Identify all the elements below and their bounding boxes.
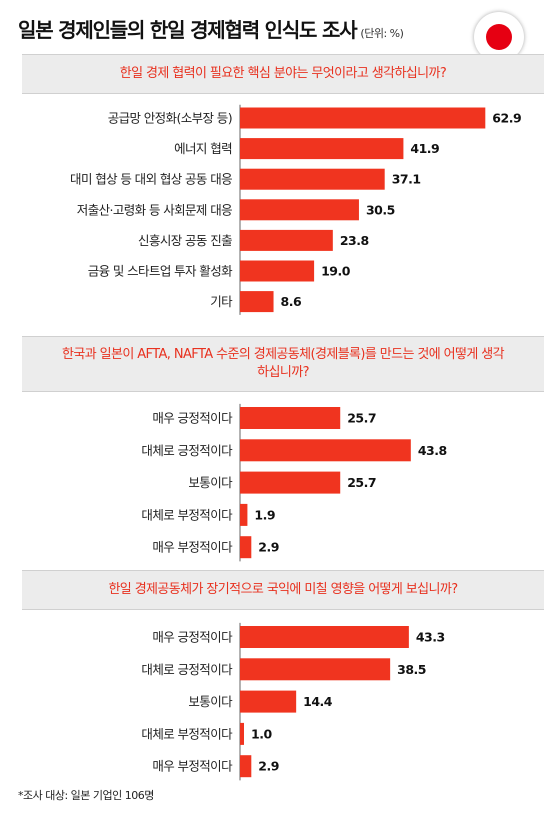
question-box-3: 한일 경제공동체가 장기적으로 국익에 미칠 영향을 어떻게 보십니까?	[22, 570, 544, 610]
bar	[240, 407, 341, 429]
bar	[240, 722, 244, 745]
category-label: 신흥시장 공동 진출	[138, 233, 232, 248]
category-label: 공급망 안정화(소부장 등)	[108, 111, 232, 126]
bar	[240, 503, 248, 526]
value-label: 43.8	[418, 443, 447, 458]
bar	[240, 260, 315, 282]
bar	[240, 138, 404, 160]
value-label: 2.9	[258, 759, 279, 774]
value-label: 23.8	[340, 233, 369, 248]
value-label: 30.5	[366, 202, 395, 217]
chart-title: 일본 경제인들의 한일 경제협력 인식도 조사 (단위: %)	[18, 18, 404, 42]
value-label: 41.9	[410, 141, 439, 156]
bar	[240, 626, 409, 648]
unit-label: (단위: %)	[360, 27, 404, 40]
bar	[240, 755, 252, 778]
bar	[240, 439, 411, 462]
value-label: 19.0	[321, 264, 351, 279]
category-label: 보통이다	[188, 694, 233, 709]
category-label: 에너지 협력	[174, 141, 232, 156]
value-label: 14.4	[303, 694, 333, 709]
category-label: 대체로 긍정적이다	[141, 443, 233, 458]
value-label: 25.7	[347, 475, 376, 490]
bar	[240, 107, 486, 129]
category-label: 금융 및 스타트업 투자 활성화	[88, 264, 233, 279]
category-label: 매우 긍정적이다	[152, 411, 233, 426]
category-label: 저출산·고령화 등 사회문제 대응	[77, 202, 232, 217]
category-label: 매우 부정적이다	[152, 540, 233, 555]
bar	[240, 199, 359, 221]
bar	[240, 658, 391, 681]
value-label: 43.3	[416, 630, 445, 645]
question-3-text: 한일 경제공동체가 장기적으로 국익에 미칠 영향을 어떻게 보십니까?	[108, 582, 458, 597]
value-label: 1.0	[251, 726, 272, 741]
category-label: 매우 부정적이다	[152, 759, 233, 774]
bar	[240, 690, 297, 713]
bar	[240, 471, 341, 494]
category-label: 대체로 긍정적이다	[141, 662, 233, 677]
question-1-text: 한일 경제 협력이 필요한 핵심 분야는 무엇이라고 생각하십니까?	[119, 66, 447, 81]
flag-red-circle	[486, 24, 512, 50]
category-label: 대미 협상 등 대외 협상 공동 대응	[70, 172, 232, 187]
bar	[240, 168, 385, 190]
category-label: 대체로 부정적이다	[141, 507, 233, 522]
value-label: 38.5	[397, 662, 426, 677]
question-2-text: 한국과 일본이 AFTA, NAFTA 수준의 경제공동체(경제블록)를 만드는…	[62, 347, 505, 380]
bar	[240, 291, 274, 313]
japan-flag-icon	[474, 12, 524, 62]
question-box-2: 한국과 일본이 AFTA, NAFTA 수준의 경제공동체(경제블록)를 만드는…	[22, 336, 544, 392]
value-label: 2.9	[258, 540, 279, 555]
bar	[240, 536, 252, 559]
bar	[240, 229, 333, 251]
header: 일본 경제인들의 한일 경제협력 인식도 조사 (단위: %)	[0, 0, 560, 62]
value-label: 37.1	[392, 172, 421, 187]
category-label: 대체로 부정적이다	[141, 726, 233, 741]
category-label: 매우 긍정적이다	[152, 630, 233, 645]
question-box-1: 한일 경제 협력이 필요한 핵심 분야는 무엇이라고 생각하십니까?	[22, 54, 544, 94]
value-label: 1.9	[254, 507, 275, 522]
value-label: 8.6	[281, 294, 302, 309]
category-label: 기타	[210, 294, 233, 309]
footnote: *조사 대상: 일본 기업인 106명	[18, 789, 154, 802]
value-label: 62.9	[492, 111, 521, 126]
value-label: 25.7	[347, 411, 376, 426]
category-label: 보통이다	[188, 475, 233, 490]
